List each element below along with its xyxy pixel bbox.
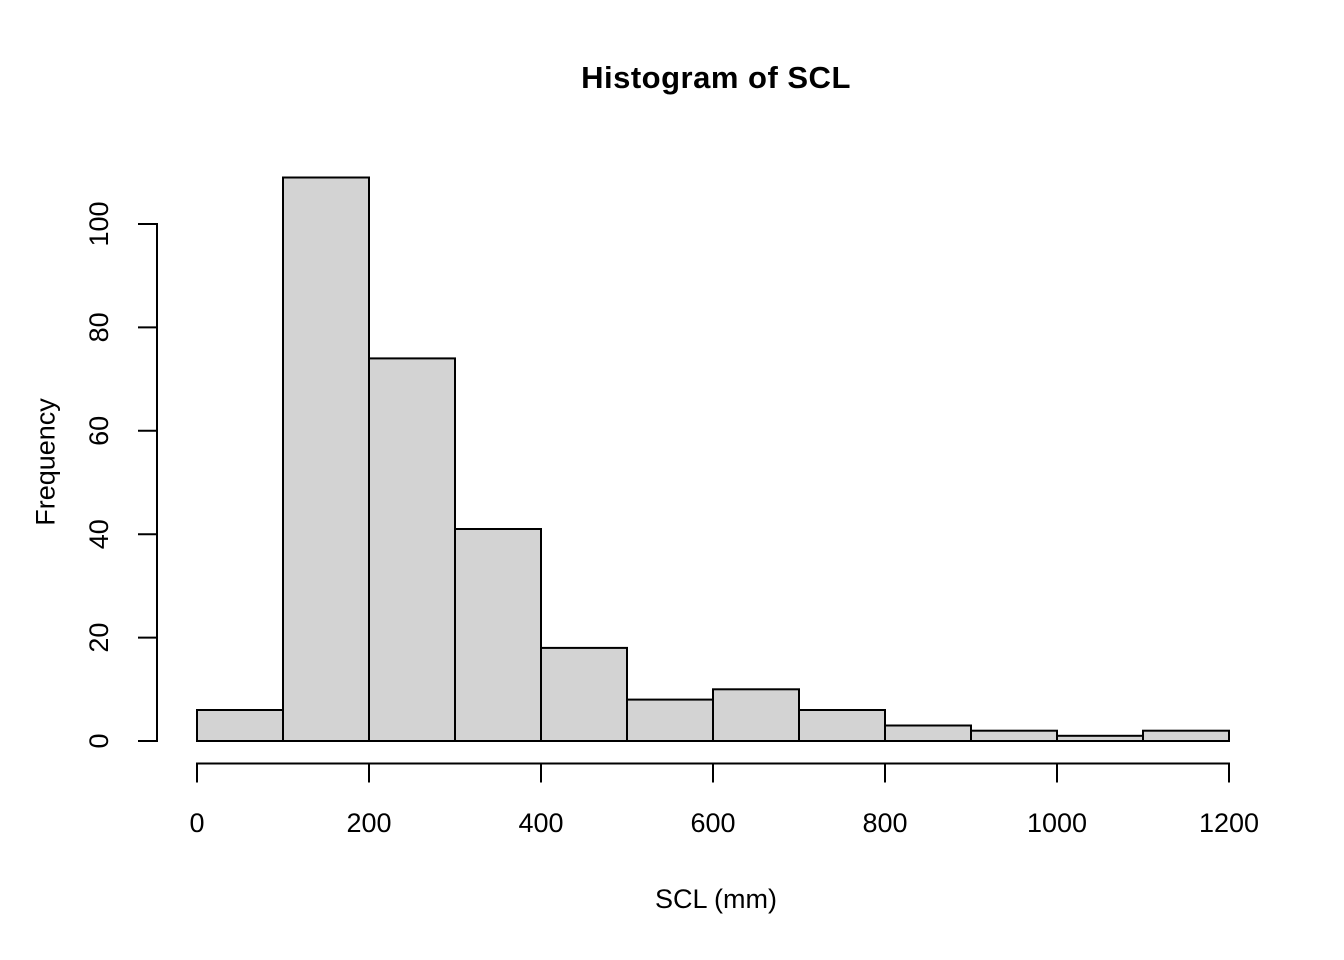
histogram-bar-400-500 [540, 646, 628, 743]
y-tick-label-80: 80 [84, 312, 114, 342]
x-tick-label-1000: 1000 [1027, 808, 1087, 838]
x-axis-title: SCL (mm) [655, 884, 777, 914]
y-tick-label-60: 60 [84, 416, 114, 446]
y-tick-label-0: 0 [84, 733, 114, 748]
x-tick-label-600: 600 [690, 808, 735, 838]
histogram-bar-700-800 [798, 709, 886, 742]
histogram-bar-300-400 [454, 528, 542, 742]
histogram-bar-0-100 [196, 709, 284, 742]
y-tick-label-40: 40 [84, 519, 114, 549]
histogram-bar-1100-1200 [1142, 729, 1230, 743]
x-tick-label-0: 0 [189, 808, 204, 838]
x-tick-label-800: 800 [862, 808, 907, 838]
x-tick-label-1200: 1200 [1199, 808, 1259, 838]
y-tick-label-20: 20 [84, 623, 114, 653]
histogram-bar-100-200 [282, 176, 370, 742]
x-tick-label-400: 400 [518, 808, 563, 838]
histogram-bar-800-900 [884, 724, 972, 742]
histogram-bar-1000-1100 [1056, 734, 1144, 742]
histogram-bar-500-600 [626, 698, 714, 742]
chart-title: Histogram of SCL [581, 60, 851, 95]
x-tick-label-200: 200 [346, 808, 391, 838]
histogram-bar-200-300 [368, 357, 456, 742]
y-tick-label-100: 100 [84, 201, 114, 246]
histogram-bar-900-1000 [970, 729, 1058, 743]
histogram-bar-600-700 [712, 688, 800, 742]
